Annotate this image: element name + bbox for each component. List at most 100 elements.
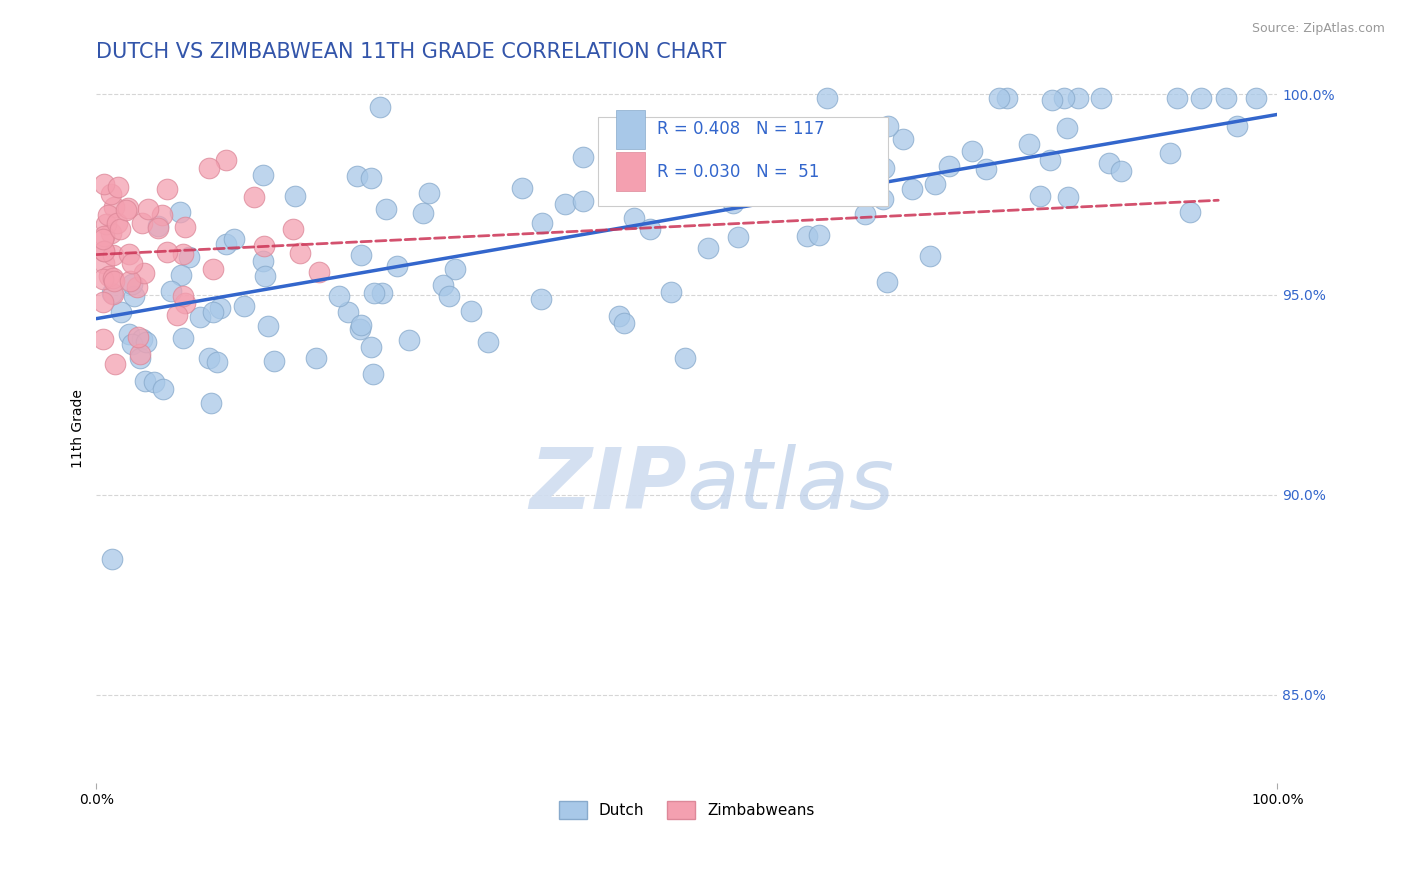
Point — [1057, 190, 1080, 204]
Point — [202, 305, 225, 319]
FancyBboxPatch shape — [598, 117, 887, 205]
Point — [432, 277, 454, 292]
Point — [93, 256, 115, 270]
Point — [460, 304, 482, 318]
Point — [787, 121, 810, 136]
Point — [91, 295, 114, 310]
Point — [152, 382, 174, 396]
Point — [254, 269, 277, 284]
Point — [697, 241, 720, 255]
Point — [477, 334, 499, 349]
Point — [361, 368, 384, 382]
Point — [190, 310, 212, 324]
Point — [1215, 91, 1237, 105]
Point — [172, 289, 194, 303]
Point — [263, 353, 285, 368]
Point — [127, 330, 149, 344]
Point — [371, 286, 394, 301]
Point — [375, 202, 398, 216]
Point — [1040, 93, 1063, 107]
Point — [571, 194, 593, 209]
Text: R = 0.408   N = 117: R = 0.408 N = 117 — [657, 120, 825, 138]
Point — [1056, 120, 1078, 135]
Point — [360, 171, 382, 186]
Point — [808, 227, 831, 242]
Point — [156, 182, 179, 196]
Point — [172, 331, 194, 345]
Point — [96, 217, 118, 231]
Point — [346, 169, 368, 183]
Point — [876, 120, 898, 134]
Point — [827, 145, 849, 159]
Point — [721, 195, 744, 210]
Point — [224, 232, 246, 246]
Point — [662, 177, 685, 191]
Point — [873, 161, 896, 176]
Point — [1028, 188, 1050, 202]
Point — [1166, 91, 1188, 105]
Legend: Dutch, Zimbabweans: Dutch, Zimbabweans — [553, 795, 821, 825]
Point — [93, 177, 115, 191]
Point — [103, 247, 125, 261]
Point — [100, 187, 122, 202]
Point — [179, 250, 201, 264]
Point — [110, 305, 132, 319]
Point — [814, 170, 837, 185]
Point — [148, 219, 170, 234]
Point — [398, 333, 420, 347]
Point — [118, 246, 141, 260]
Point — [93, 332, 115, 346]
Point — [1018, 137, 1040, 152]
Point — [152, 208, 174, 222]
Point — [93, 229, 115, 244]
Point — [252, 168, 274, 182]
Point — [253, 238, 276, 252]
Point — [418, 186, 440, 200]
Point — [792, 161, 814, 176]
Point — [100, 226, 122, 240]
Point — [1053, 91, 1076, 105]
Point — [160, 285, 183, 299]
Point — [1111, 164, 1133, 178]
Point — [607, 309, 630, 323]
Point — [256, 318, 278, 333]
Point — [308, 265, 330, 279]
Point — [284, 189, 307, 203]
Point — [817, 91, 839, 105]
Point — [200, 395, 222, 409]
Point — [1244, 91, 1267, 105]
Point — [173, 220, 195, 235]
Point — [173, 296, 195, 310]
Point — [233, 299, 256, 313]
Point — [1039, 153, 1062, 167]
Point — [1090, 91, 1112, 105]
Point — [987, 91, 1010, 105]
Point — [350, 248, 373, 262]
Point — [155, 245, 177, 260]
Point — [974, 161, 997, 176]
Point — [891, 132, 914, 146]
Point — [530, 292, 553, 306]
Point — [91, 232, 114, 246]
Point — [93, 244, 115, 259]
Point — [166, 308, 188, 322]
Point — [960, 144, 983, 158]
Point — [121, 277, 143, 291]
FancyBboxPatch shape — [616, 110, 645, 149]
Point — [336, 305, 359, 319]
Point — [198, 161, 221, 176]
Point — [202, 261, 225, 276]
Point — [281, 221, 304, 235]
Point — [103, 200, 125, 214]
Point — [215, 153, 238, 167]
Point — [215, 237, 238, 252]
Point — [131, 216, 153, 230]
Point — [209, 301, 232, 315]
Point — [370, 99, 392, 113]
Point — [104, 357, 127, 371]
Point — [97, 208, 120, 222]
Point — [920, 249, 942, 263]
Point — [118, 274, 141, 288]
Point — [571, 150, 593, 164]
Point — [385, 260, 408, 274]
